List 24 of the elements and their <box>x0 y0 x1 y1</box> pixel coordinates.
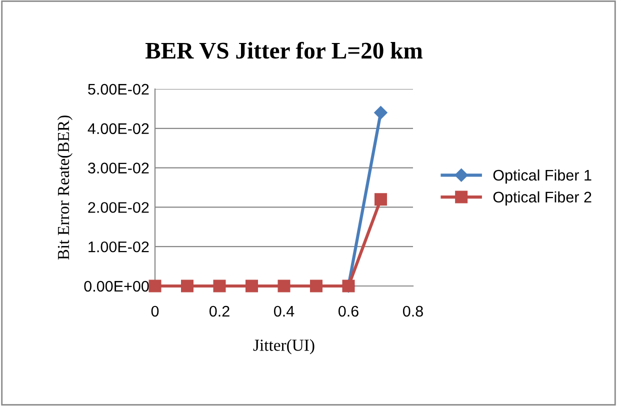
legend-label: Optical Fiber 1 <box>493 169 592 184</box>
point <box>278 280 290 292</box>
y-tick-label: 2.00E-02 <box>88 202 149 213</box>
point <box>181 280 194 292</box>
x-tick-label: 0.2 <box>209 306 230 317</box>
point <box>213 280 226 292</box>
point <box>310 280 322 292</box>
x-axis-title: Jitter(UI) <box>253 339 314 354</box>
y-axis-title: Bit Error Reate(BER) <box>57 116 72 260</box>
y-tick-label: 5.00E-02 <box>88 84 149 95</box>
chart-title: BER VS Jitter for L=20 km <box>145 42 423 59</box>
point <box>148 280 162 292</box>
y-tick-label: 1.00E-02 <box>88 241 149 252</box>
y-tick-label: 0.00E+00 <box>84 280 149 292</box>
point <box>374 193 387 206</box>
x-tick-label: 0.4 <box>274 306 294 317</box>
y-tick-label: 3.00E-02 <box>88 162 149 174</box>
legend-label: Optical Fiber 2 <box>493 191 592 206</box>
y-tick-label: 4.00E-02 <box>88 123 149 134</box>
point <box>374 106 388 120</box>
x-tick-label: 0 <box>151 306 159 317</box>
x-tick-label: 0.6 <box>338 306 358 317</box>
point <box>246 280 258 292</box>
x-tick-label: 0.8 <box>402 306 423 317</box>
